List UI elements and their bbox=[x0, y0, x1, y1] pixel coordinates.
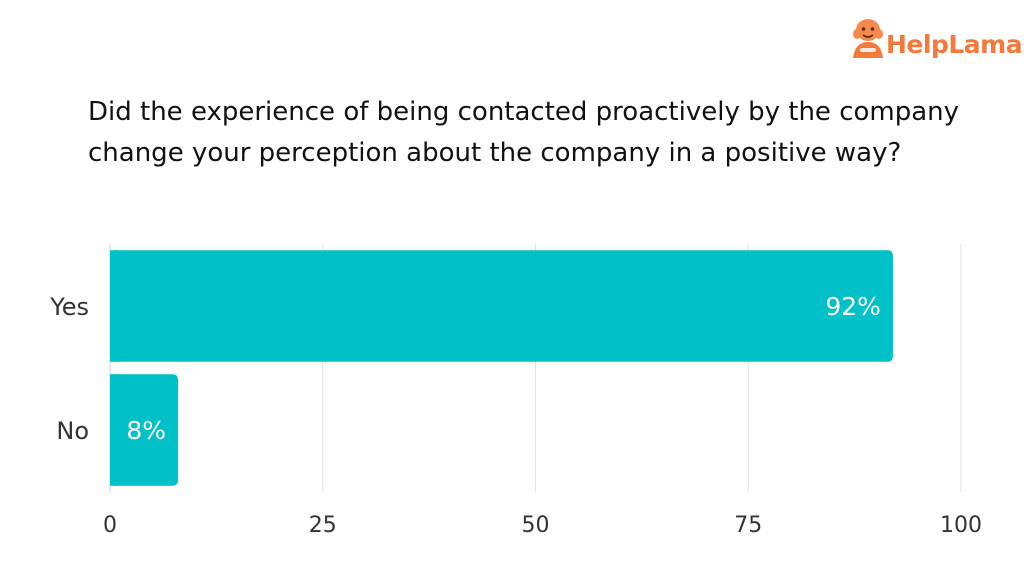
category-label: Yes bbox=[49, 293, 89, 321]
lama-mascot-icon bbox=[853, 19, 883, 58]
x-tick-label: 100 bbox=[940, 513, 982, 538]
x-axis-ticks: 0 25 50 75 100 bbox=[103, 513, 982, 538]
bar-base bbox=[110, 250, 118, 362]
helplama-logo: HelpLama bbox=[848, 14, 1023, 70]
bar-yes bbox=[110, 250, 893, 362]
x-tick-label: 75 bbox=[734, 513, 762, 538]
data-label: 92% bbox=[825, 292, 881, 321]
x-tick-label: 25 bbox=[309, 513, 337, 538]
category-labels: Yes No bbox=[49, 293, 89, 445]
x-tick-label: 50 bbox=[522, 513, 550, 538]
x-tick-label: 0 bbox=[103, 513, 117, 538]
logo-text: HelpLama bbox=[886, 30, 1023, 59]
data-label: 8% bbox=[126, 416, 166, 445]
category-label: No bbox=[56, 417, 89, 445]
bars: 92% 8% bbox=[110, 250, 893, 486]
bar-base bbox=[110, 374, 118, 486]
chart-title: Did the experience of being contacted pr… bbox=[88, 97, 960, 168]
bar-no bbox=[110, 374, 179, 486]
